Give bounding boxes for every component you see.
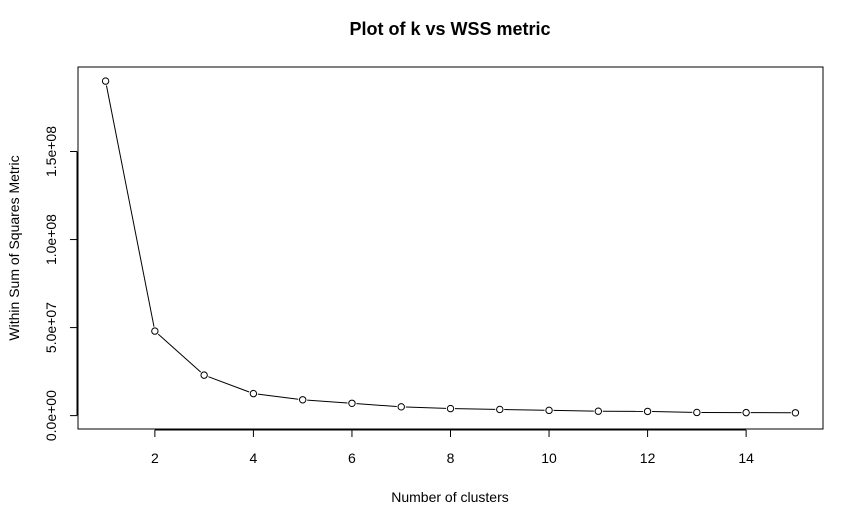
- y-tick-label: 0.0e+00: [43, 390, 59, 441]
- data-point: [348, 399, 356, 407]
- data-point: [446, 404, 455, 413]
- x-axis-label: Number of clusters: [391, 489, 508, 505]
- x-tick-label: 6: [348, 450, 356, 466]
- series-segment: [257, 393, 299, 400]
- series-segment: [157, 333, 202, 373]
- x-tick-label: 10: [541, 450, 557, 466]
- y-tick-label: 1.0e+08: [43, 214, 59, 265]
- x-tick-label: 4: [250, 450, 258, 466]
- y-axis-label: Within Sum of Squares Metric: [6, 155, 22, 340]
- data-point: [101, 77, 110, 85]
- data-point: [151, 327, 159, 335]
- chart-title: Plot of k vs WSS metric: [349, 19, 550, 39]
- series-segment: [356, 403, 397, 407]
- x-tick-label: 2: [151, 450, 159, 466]
- series-segment: [504, 409, 545, 411]
- data-point: [545, 406, 553, 415]
- x-tick-label: 14: [738, 450, 754, 466]
- x-tick-label: 12: [640, 450, 656, 466]
- data-point: [298, 396, 307, 404]
- series-segment: [105, 85, 155, 327]
- data-point: [742, 408, 750, 417]
- x-axis: 2 4 6 8 10 12 14: [151, 429, 754, 466]
- data-point: [496, 405, 504, 414]
- series-segment: [405, 406, 447, 409]
- y-tick-label: 5.0e+07: [43, 302, 59, 353]
- series-segment: [652, 410, 693, 413]
- series-segment: [307, 399, 348, 404]
- y-axis: 0.0e+00 5.0e+07 1.0e+08 1.5e+08: [43, 126, 78, 441]
- series-segment: [208, 376, 250, 393]
- data-point: [693, 408, 701, 417]
- plot-frame: [77, 66, 824, 430]
- data-point: [200, 371, 208, 379]
- data-point: [397, 403, 405, 411]
- data-point: [643, 407, 652, 416]
- data-point: [594, 407, 603, 415]
- data-point: [791, 409, 800, 417]
- series-segment: [454, 408, 496, 410]
- data-point: [249, 389, 258, 398]
- y-tick-label: 1.5e+08: [43, 126, 59, 177]
- x-tick-label: 8: [447, 450, 455, 466]
- series-segment: [553, 409, 594, 412]
- series-group: [101, 77, 800, 417]
